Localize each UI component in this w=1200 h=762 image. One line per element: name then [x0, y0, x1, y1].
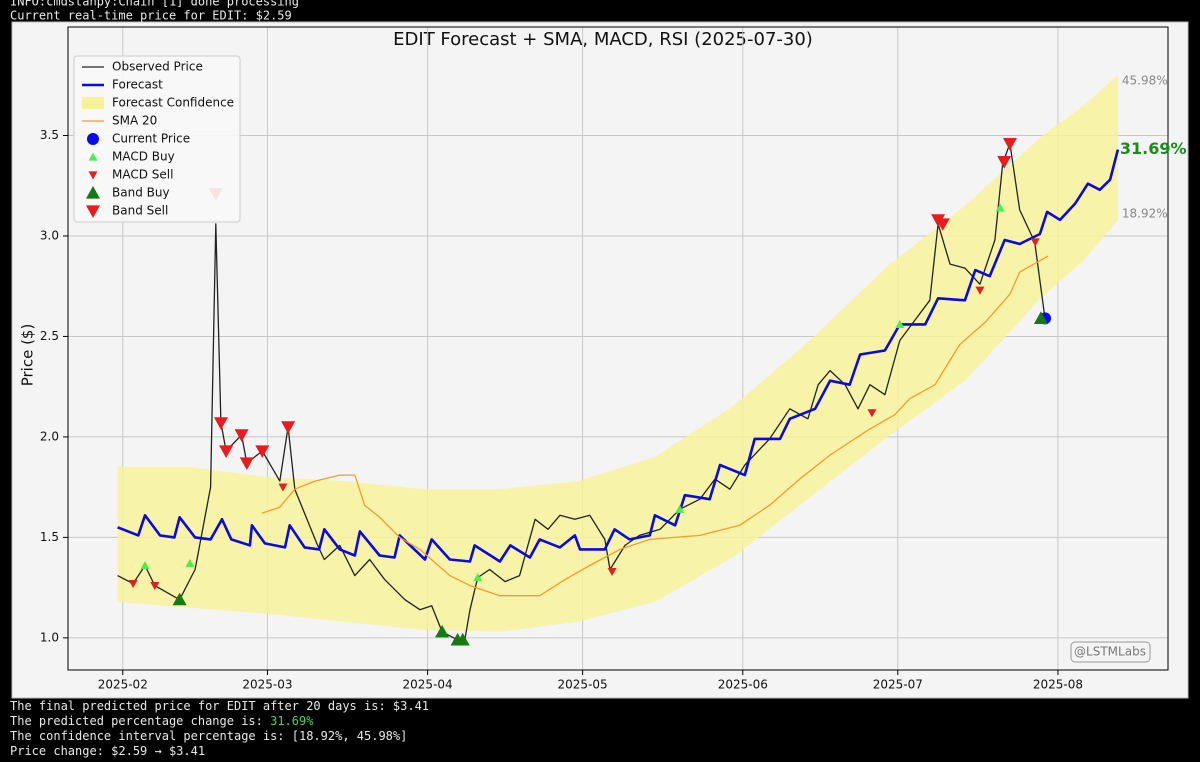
y-tick-label: 3.0: [40, 228, 59, 242]
terminal-text: 31.69%: [270, 714, 314, 728]
marker-point: [895, 319, 905, 328]
legend-label: Current Price: [112, 132, 190, 146]
marker-point: [239, 457, 254, 471]
terminal-line: Price change: $2.59 → $3.41: [10, 744, 205, 758]
axes-frame: [67, 26, 1169, 671]
terminal-line: Current real-time price for EDIT: $2.59: [10, 9, 292, 23]
line-layer: [117, 142, 1120, 641]
marker-point: [675, 504, 685, 513]
terminal-line: The final predicted price for EDIT after…: [10, 699, 429, 713]
x-tick-label: 2025-04: [403, 678, 453, 692]
terminal-line: The predicted percentage change is: 31.6…: [10, 714, 314, 728]
legend-box: [73, 55, 241, 223]
marker-point: [150, 582, 160, 591]
watermark: @LSTMLabs: [1074, 645, 1146, 659]
legend-marker: [86, 205, 100, 218]
marker-point: [997, 156, 1012, 169]
marker-point: [140, 561, 150, 570]
marker-point: [281, 421, 296, 434]
terminal-text: The final predicted price for EDIT after…: [10, 699, 429, 713]
upper-percent-label: 45.98%: [1122, 74, 1168, 88]
legend-label: SMA 20: [112, 114, 157, 128]
legend-label: Forecast: [112, 78, 163, 92]
marker-point: [607, 567, 617, 577]
marker-point: [172, 592, 187, 606]
forecast-percent-label: 31.69%: [1120, 139, 1187, 158]
y-tick-label: 3.5: [40, 128, 59, 142]
marker-point: [1002, 137, 1017, 151]
legend-label: Band Buy: [112, 186, 170, 200]
x-tick-label: 2025-07: [873, 678, 923, 692]
marker-point: [219, 445, 234, 458]
y-tick-label: 1.0: [40, 630, 59, 644]
legend-marker: [86, 186, 100, 199]
terminal-line: The confidence interval percentage is: […: [10, 729, 407, 743]
legend-label: MACD Sell: [112, 168, 173, 182]
marker-point: [867, 409, 877, 418]
marker-point: [1033, 311, 1048, 324]
series-line: [117, 142, 1046, 641]
marker-point: [1030, 238, 1040, 247]
legend-marker: [88, 152, 98, 161]
marker-point: [473, 573, 483, 582]
x-tick-label: 2025-03: [242, 678, 292, 692]
marker-point: [975, 286, 985, 295]
marker-point: [935, 218, 950, 231]
legend-label: Observed Price: [112, 60, 203, 74]
marker-point: [213, 417, 228, 430]
chart-title: EDIT Forecast + SMA, MACD, RSI (2025-07-…: [393, 29, 813, 50]
series-line: [261, 255, 1049, 597]
legend-marker: [87, 133, 99, 145]
y-tick-label: 2.5: [40, 329, 59, 343]
legend-label: MACD Buy: [112, 150, 175, 164]
marker-point: [234, 429, 249, 442]
x-tick-label: 2025-08: [1033, 678, 1083, 692]
marker-point: [255, 445, 270, 458]
terminal-text: The confidence interval percentage is: […: [10, 729, 407, 743]
marker-point: [435, 624, 450, 638]
marker-point: [128, 579, 138, 589]
legend-label: Band Sell: [112, 204, 168, 218]
lower-percent-label: 18.92%: [1122, 206, 1168, 220]
terminal-text: Price change: $2.59 → $3.41: [10, 744, 205, 758]
legend-swatch: [82, 97, 104, 109]
legend-marker: [88, 171, 98, 180]
band-layer: [117, 75, 1118, 632]
marker-point: [995, 203, 1005, 212]
x-tick-label: 2025-02: [98, 678, 148, 692]
y-tick-label: 1.5: [40, 530, 59, 544]
y-tick-label: 2.0: [40, 429, 59, 443]
watermark-box: [1070, 641, 1151, 663]
confidence-band: [117, 75, 1118, 632]
y-axis-label: Price ($): [19, 324, 37, 387]
x-tick-label: 2025-05: [558, 678, 608, 692]
terminal-line: INFO:cmdstanpy:Chain [1] done processing: [10, 0, 299, 9]
marker-point: [185, 559, 195, 568]
legend-label: Forecast Confidence: [112, 96, 234, 110]
x-tick-label: 2025-06: [718, 678, 768, 692]
series-line: [117, 149, 1120, 563]
marker-point: [455, 632, 470, 646]
marker-point: [278, 483, 288, 492]
terminal-text: The predicted percentage change is:: [10, 714, 270, 728]
